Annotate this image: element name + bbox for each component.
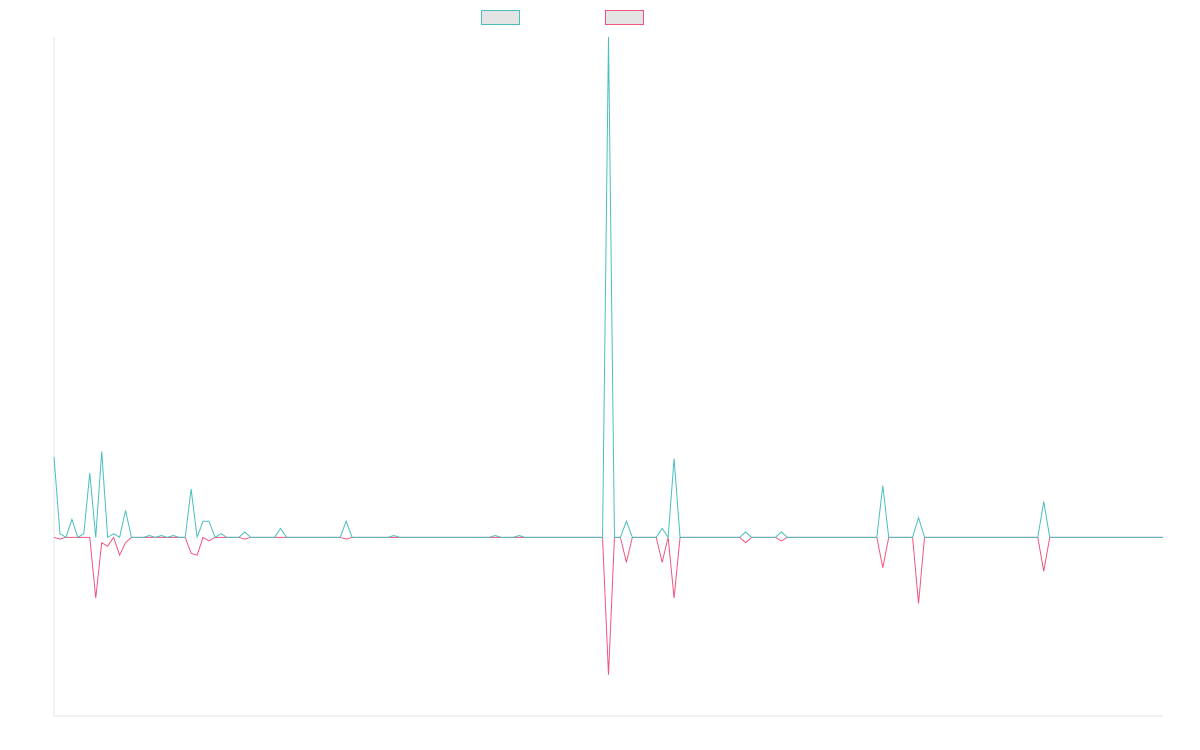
legend-swatch-series-1[interactable] [481, 10, 520, 25]
series-layer [53, 36, 1163, 675]
series-1-line[interactable] [53, 36, 1163, 539]
legend-swatch-series-2[interactable] [605, 10, 644, 25]
series-2-line[interactable] [53, 536, 1163, 675]
